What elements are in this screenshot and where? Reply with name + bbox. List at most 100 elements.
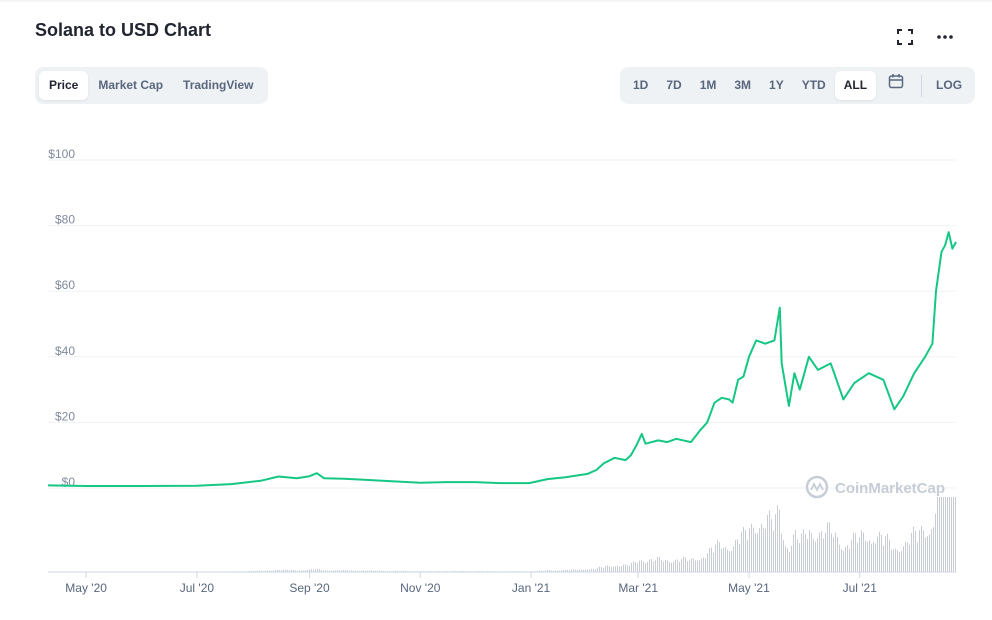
tab-market-cap[interactable]: Market Cap <box>98 78 164 92</box>
volume-bar <box>661 560 662 572</box>
volume-bar <box>305 570 306 572</box>
volume-bar <box>271 570 272 572</box>
volume-bar <box>371 570 372 572</box>
volume-bar <box>291 570 292 572</box>
more-horizontal-icon[interactable] <box>935 27 955 47</box>
volume-bar <box>307 570 308 572</box>
x-tick-label: Jul '21 <box>843 581 878 595</box>
volume-bar <box>541 570 542 572</box>
volume-bar <box>379 570 380 572</box>
y-tick-label: $0 <box>62 475 76 489</box>
volume-bar <box>741 532 742 572</box>
volume-bar <box>727 549 728 572</box>
volume-bar <box>647 561 648 572</box>
volume-bar <box>729 551 730 572</box>
range-7d-button[interactable]: 7D <box>666 78 682 92</box>
range-divider <box>921 74 923 97</box>
volume-bar <box>639 560 640 572</box>
volume-bar <box>753 527 754 572</box>
volume-bar <box>553 570 554 572</box>
volume-bar <box>847 545 848 572</box>
volume-bar <box>587 569 588 572</box>
volume-bar <box>253 570 254 572</box>
volume-bar <box>865 540 866 572</box>
volume-bar <box>721 548 722 572</box>
volume-bar <box>905 541 906 572</box>
volume-bar <box>913 526 914 572</box>
volume-bar <box>649 559 650 572</box>
volume-bar <box>395 570 396 572</box>
volume-bar <box>637 563 638 572</box>
volume-bar <box>789 552 790 572</box>
tab-tradingview[interactable]: TradingView <box>183 78 254 92</box>
volume-bar <box>951 497 952 572</box>
volume-bar <box>537 570 538 572</box>
volume-bar <box>603 567 604 572</box>
volume-bar <box>811 532 812 572</box>
volume-bar <box>545 570 546 572</box>
volume-bar <box>289 570 290 572</box>
volume-bar <box>907 542 908 572</box>
volume-bar <box>715 544 716 572</box>
volume-bar <box>767 514 768 572</box>
range-all-button[interactable]: ALL <box>834 71 877 100</box>
volume-bar <box>911 532 912 572</box>
volume-bar <box>267 570 268 572</box>
range-3m-button[interactable]: 3M <box>734 78 752 92</box>
volume-bar <box>877 536 878 572</box>
volume-bar <box>329 570 330 572</box>
volume-bar <box>335 570 336 572</box>
volume-bar <box>565 569 566 572</box>
volume-bar <box>797 539 798 572</box>
expand-icon[interactable] <box>895 27 915 47</box>
volume-bar <box>763 527 764 572</box>
volume-bar <box>879 531 880 572</box>
volume-bar <box>261 570 262 572</box>
volume-bar <box>945 497 946 572</box>
volume-bar <box>377 570 378 572</box>
volume-bar <box>663 561 664 572</box>
volume-bar <box>555 570 556 572</box>
volume-bar <box>769 510 770 572</box>
range-1y-button[interactable]: 1Y <box>769 78 784 92</box>
volume-bar <box>747 539 748 572</box>
range-ytd-button[interactable]: YTD <box>801 78 826 92</box>
volume-bar <box>393 570 394 572</box>
volume-bar <box>351 570 352 572</box>
tab-price[interactable]: Price <box>39 71 89 100</box>
range-1d-button[interactable]: 1D <box>633 78 649 92</box>
volume-bar <box>899 552 900 572</box>
log-scale-button[interactable]: LOG <box>936 78 963 92</box>
volume-bar <box>827 522 828 572</box>
volume-bar <box>849 548 850 572</box>
volume-bar <box>921 525 922 572</box>
volume-bar <box>831 533 832 572</box>
range-1m-button[interactable]: 1M <box>699 78 717 92</box>
volume-bar <box>313 569 314 572</box>
volume-bar <box>373 570 374 572</box>
volume-bar <box>347 570 348 572</box>
volume-bar <box>853 532 854 572</box>
volume-bars <box>225 497 956 572</box>
volume-bar <box>299 570 300 572</box>
volume-bar <box>327 570 328 572</box>
volume-bar <box>843 550 844 572</box>
volume-bar <box>689 560 690 572</box>
volume-bar <box>673 561 674 572</box>
volume-bar <box>823 538 824 572</box>
volume-bar <box>691 558 692 572</box>
volume-bar <box>787 548 788 572</box>
volume-bar <box>659 557 660 572</box>
volume-bar <box>749 528 750 572</box>
volume-bar <box>293 570 294 572</box>
y-tick-label: $40 <box>55 344 75 358</box>
volume-bar <box>317 568 318 572</box>
volume-bar <box>355 570 356 572</box>
volume-bar <box>935 513 936 572</box>
volume-bar <box>881 534 882 572</box>
volume-bar <box>795 529 796 572</box>
volume-bar <box>809 530 810 572</box>
volume-bar <box>561 570 562 572</box>
calendar-button[interactable] <box>876 71 916 100</box>
volume-bar <box>677 559 678 572</box>
